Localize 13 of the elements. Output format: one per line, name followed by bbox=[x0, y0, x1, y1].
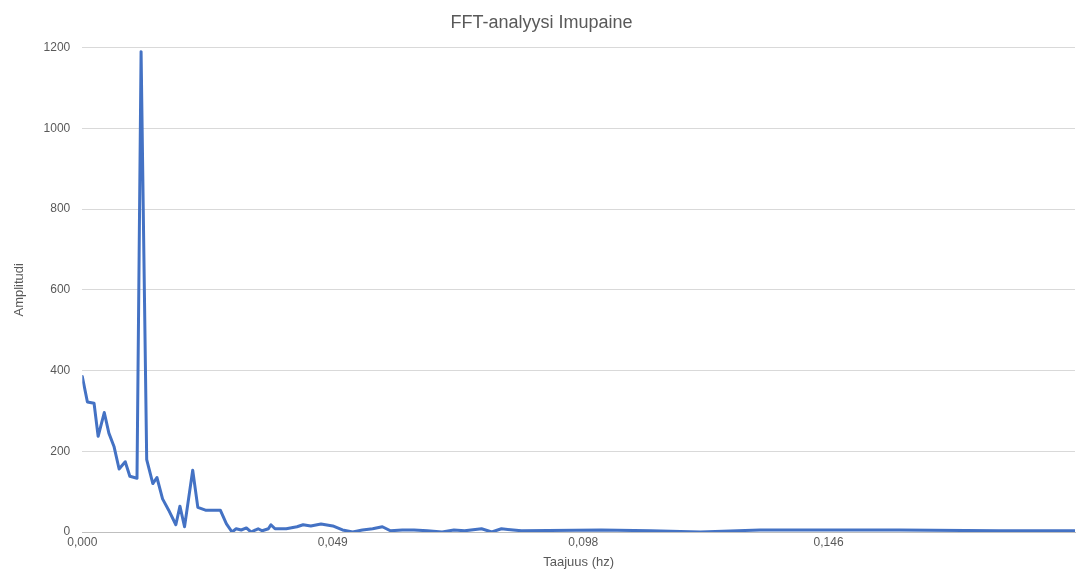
y-tick-label: 1000 bbox=[43, 120, 71, 135]
y-tick-label: 600 bbox=[50, 282, 71, 297]
y-tick-label: 800 bbox=[50, 201, 71, 216]
x-tick-label: 0,098 bbox=[568, 534, 599, 549]
x-tick-label: 0,049 bbox=[317, 534, 349, 549]
y-axis-title: Amplitudi bbox=[11, 262, 27, 317]
y-tick-label: 400 bbox=[50, 362, 71, 377]
x-tick-label: 0,000 bbox=[67, 534, 98, 549]
x-axis-title: Taajuus (hz) bbox=[543, 553, 615, 569]
y-tick-label: 1200 bbox=[43, 39, 71, 54]
chart-title: FFT-analyysi Imupaine bbox=[450, 11, 633, 32]
y-tick-label: 200 bbox=[50, 443, 71, 458]
x-tick-label: 0,146 bbox=[813, 534, 844, 549]
